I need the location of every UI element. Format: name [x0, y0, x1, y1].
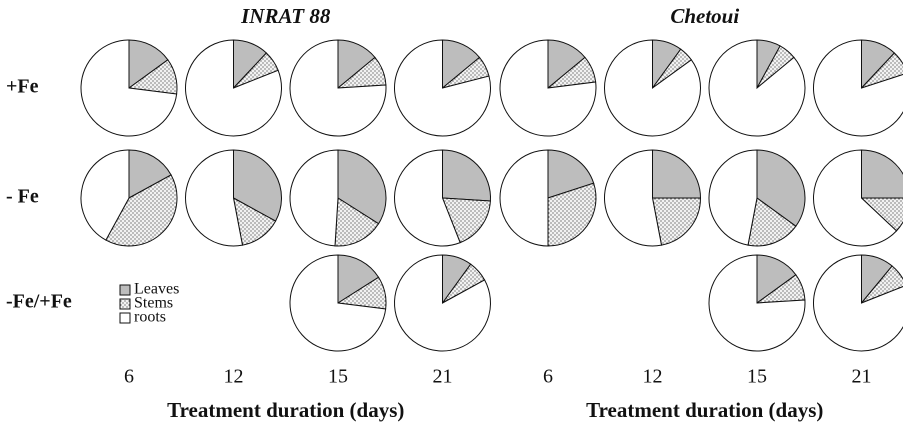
pie-slice	[442, 149, 491, 202]
pie-slice	[185, 149, 244, 247]
x-tick-label: 15	[747, 366, 767, 388]
pie-slice	[441, 197, 491, 244]
pie-slice	[185, 39, 282, 137]
x-tick-label: 21	[433, 366, 453, 388]
legend-swatch	[119, 284, 131, 296]
x-axis-label: Treatment duration (days)	[586, 398, 823, 422]
row-label: -Fe/+Fe	[6, 291, 72, 313]
pie-slice	[547, 182, 597, 247]
pie-slice	[604, 39, 701, 137]
pie-slice	[499, 149, 549, 247]
pie-slice	[233, 149, 282, 222]
pie-slice	[813, 39, 903, 137]
pie-slice	[652, 149, 702, 199]
row-label: +Fe	[6, 76, 39, 98]
x-tick-label: 15	[328, 366, 348, 388]
pie-slice	[289, 254, 387, 352]
x-tick-label: 21	[852, 366, 872, 388]
pie-slice	[861, 149, 903, 199]
x-tick-label: 12	[224, 366, 244, 388]
pie-slice	[756, 149, 806, 227]
pie-slice	[128, 149, 172, 199]
legend-swatch	[119, 298, 131, 310]
pie-slice	[813, 254, 903, 352]
pie-slice	[394, 254, 491, 352]
x-tick-label: 12	[643, 366, 663, 388]
pie-slice	[708, 254, 806, 352]
pie-slice	[708, 39, 806, 137]
pie-slice	[604, 149, 663, 247]
x-tick-label: 6	[543, 366, 553, 388]
pie-slice	[289, 39, 387, 137]
pie-slice	[80, 149, 130, 241]
pie-slice	[334, 197, 380, 247]
pie-slice	[547, 149, 595, 199]
legend-swatch	[119, 312, 131, 324]
chart-title: INRAT 88	[240, 4, 331, 28]
pie-slice	[747, 197, 797, 247]
pie-slice	[499, 39, 597, 137]
pie-slice	[289, 149, 339, 247]
pie-slice	[105, 174, 178, 247]
pie-slice	[651, 197, 702, 246]
pie-slice	[861, 265, 903, 304]
pie-slice	[80, 39, 178, 137]
row-label: - Fe	[6, 186, 39, 208]
legend-label: roots	[134, 309, 166, 326]
chart-title: Chetoui	[670, 4, 739, 28]
legend-label: Leaves	[134, 281, 179, 298]
pie-slice	[394, 149, 461, 247]
x-axis-label: Treatment duration (days)	[167, 398, 404, 422]
legend-label: Stems	[134, 295, 173, 312]
pie-slice	[813, 149, 898, 247]
pie-slice	[394, 39, 491, 137]
pie-slice	[708, 149, 758, 246]
pie-slice	[861, 52, 903, 89]
x-tick-label: 6	[124, 366, 134, 388]
pie-slice	[337, 254, 380, 304]
